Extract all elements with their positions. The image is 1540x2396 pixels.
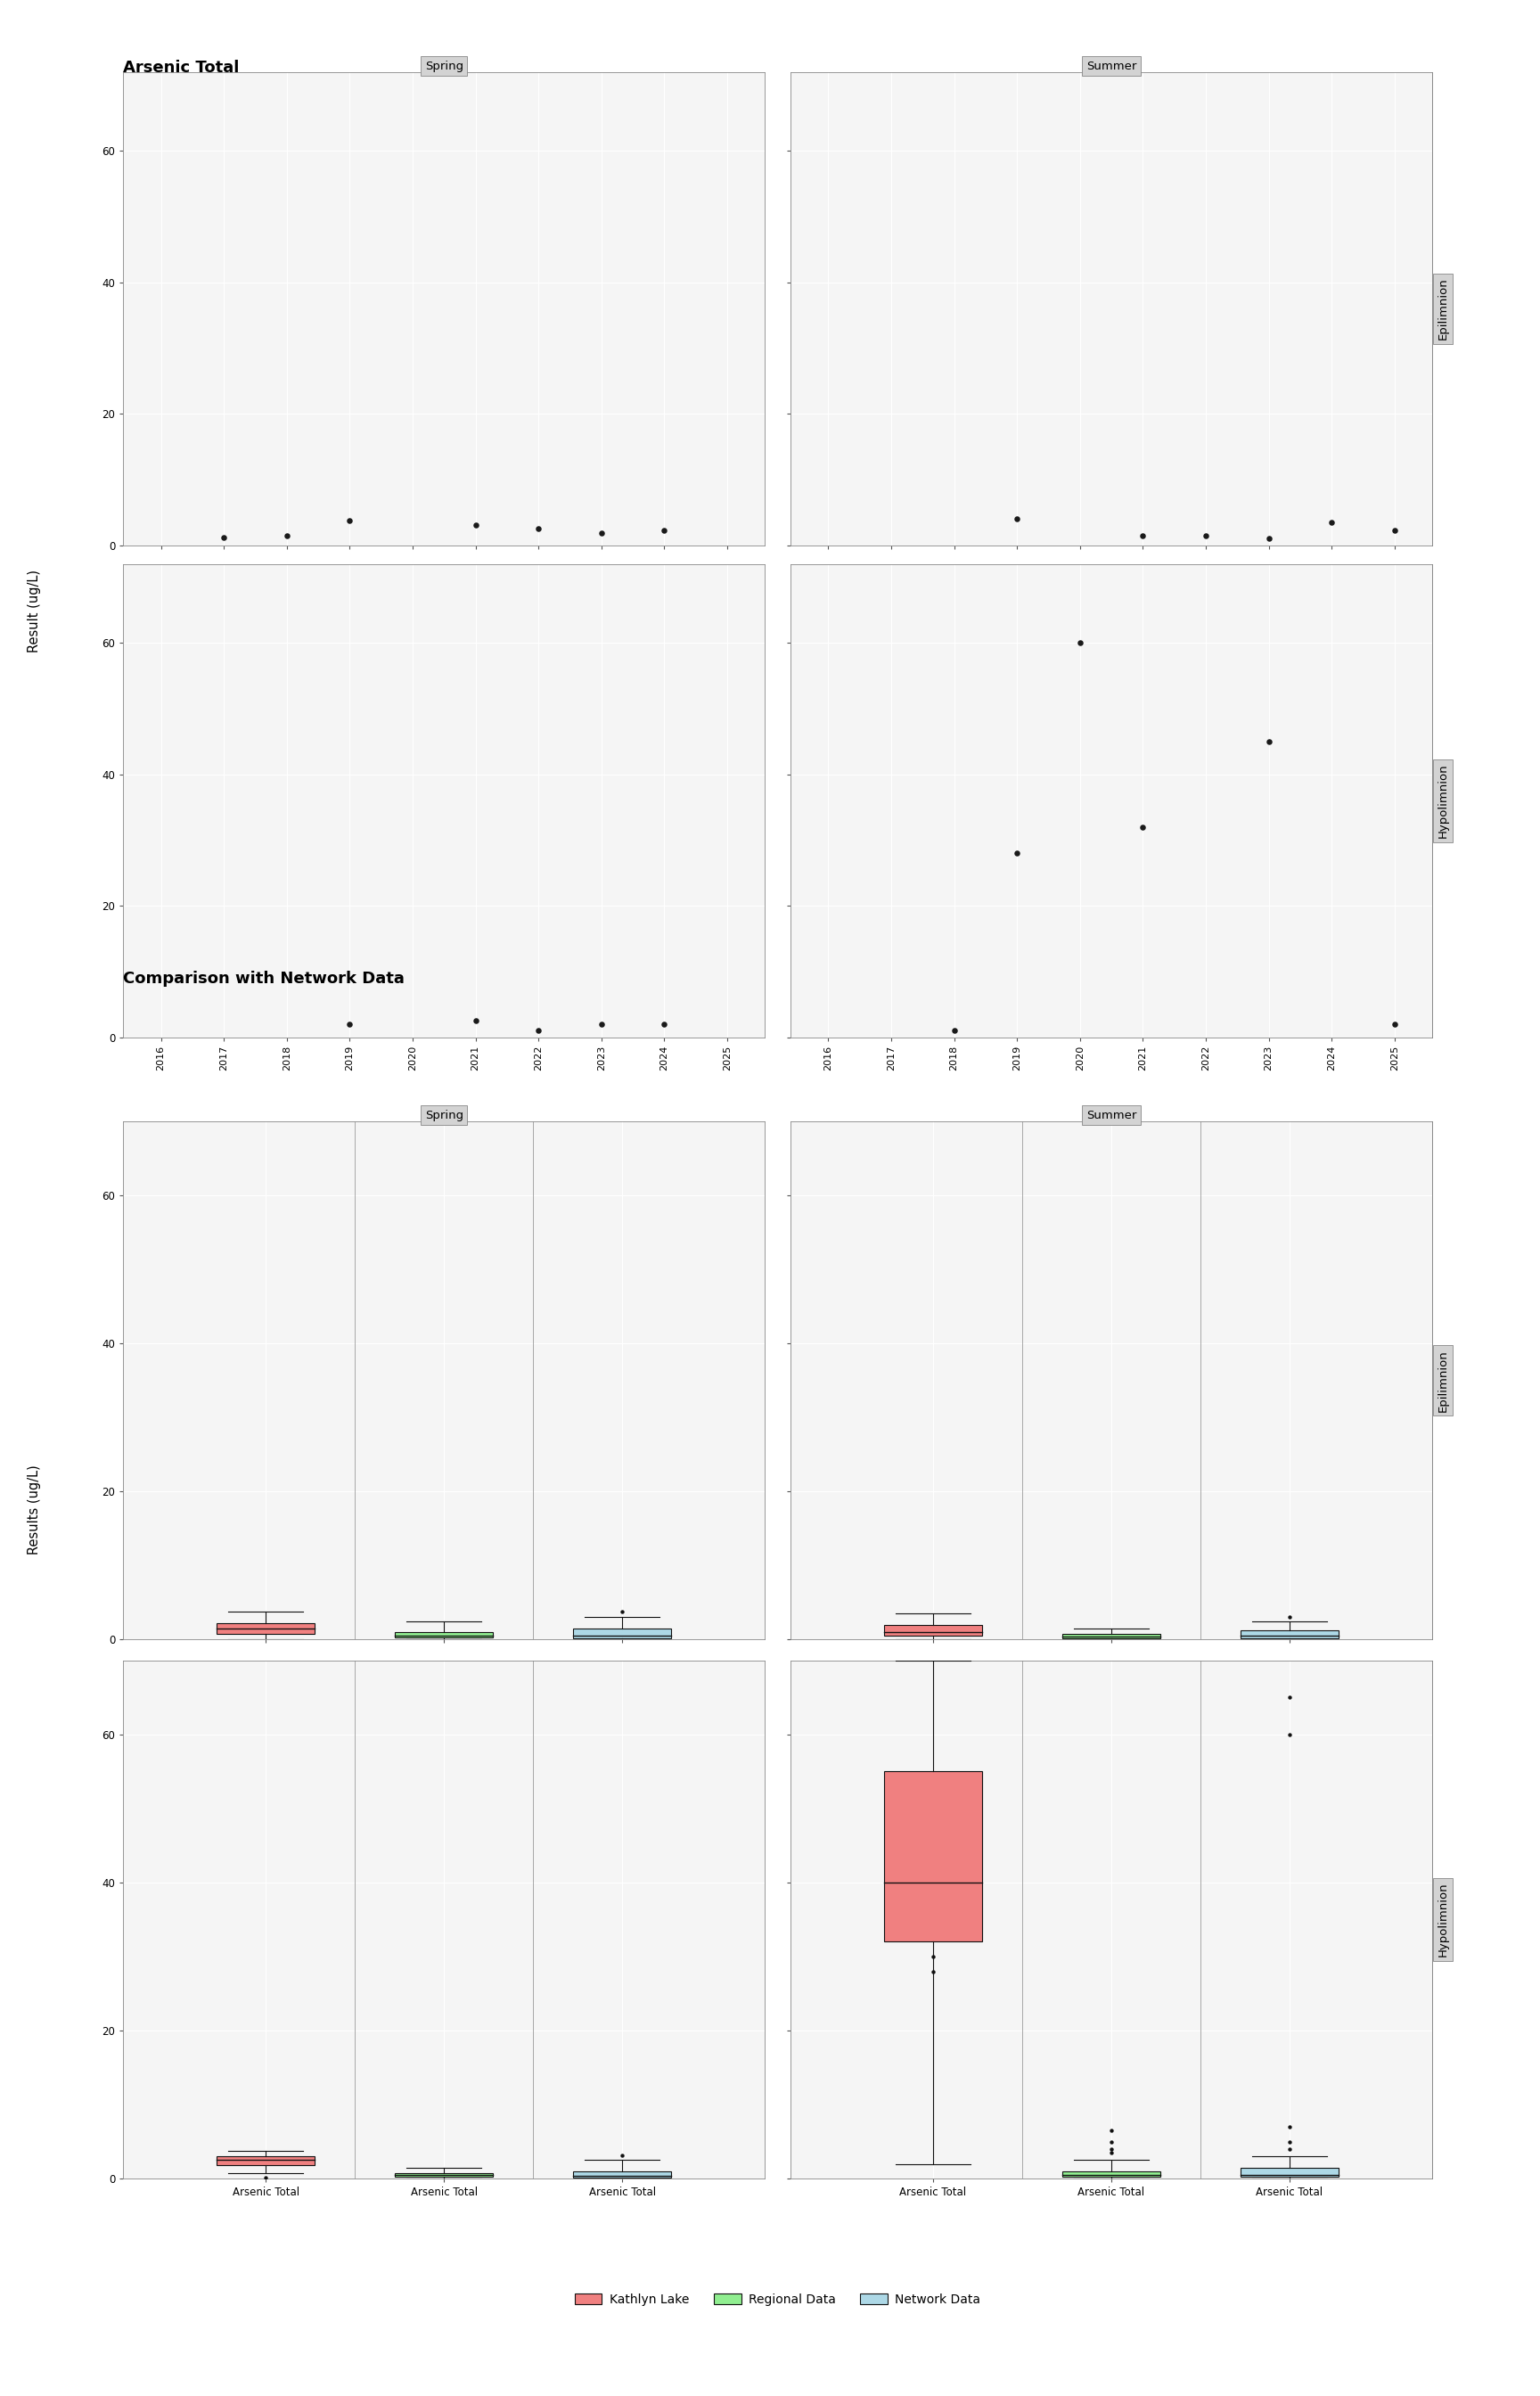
- Point: [337, 1004, 362, 1042]
- Legend: Kathlyn Lake, Regional Data, Network Data: Kathlyn Lake, Regional Data, Network Dat…: [570, 2288, 986, 2310]
- Point: [1004, 501, 1029, 539]
- Text: Result (ug/L): Result (ug/L): [28, 570, 40, 652]
- Bar: [217, 2156, 314, 2166]
- Point: [1100, 2111, 1124, 2149]
- Point: [1194, 515, 1218, 553]
- Point: [1277, 2108, 1301, 2147]
- Point: [1381, 510, 1406, 549]
- Point: [921, 1938, 946, 1977]
- Point: [464, 1002, 488, 1040]
- Point: [1130, 807, 1155, 846]
- Point: [1130, 515, 1155, 553]
- Point: [1257, 724, 1281, 762]
- Point: [527, 1011, 551, 1049]
- Y-axis label: Epilimnion: Epilimnion: [1437, 278, 1449, 340]
- Bar: [573, 1629, 671, 1639]
- Bar: [573, 2171, 671, 2178]
- Title: Spring: Spring: [425, 60, 464, 72]
- Point: [1067, 623, 1092, 661]
- Y-axis label: Hypolimnion: Hypolimnion: [1437, 764, 1449, 839]
- Bar: [1241, 1632, 1338, 1639]
- Point: [1277, 1677, 1301, 1716]
- Point: [337, 501, 362, 539]
- Bar: [1063, 1634, 1160, 1639]
- Point: [1004, 834, 1029, 872]
- Point: [651, 1004, 676, 1042]
- Text: Arsenic Total: Arsenic Total: [123, 60, 239, 77]
- Point: [588, 515, 613, 553]
- Point: [464, 506, 488, 544]
- Point: [1277, 1716, 1301, 1754]
- Bar: [884, 1624, 983, 1636]
- Point: [527, 510, 551, 549]
- Point: [921, 1605, 946, 1644]
- Point: [274, 515, 299, 553]
- Bar: [1241, 2168, 1338, 2176]
- Bar: [396, 2173, 493, 2176]
- Point: [254, 2159, 279, 2197]
- Point: [1100, 2132, 1124, 2171]
- Point: [1100, 2123, 1124, 2161]
- Y-axis label: Hypolimnion: Hypolimnion: [1437, 1883, 1449, 1958]
- Point: [651, 510, 676, 549]
- Point: [1277, 1598, 1301, 1636]
- Bar: [884, 1771, 983, 1941]
- Point: [1277, 2130, 1301, 2168]
- Point: [1320, 503, 1344, 541]
- Title: Summer: Summer: [1086, 1109, 1137, 1121]
- Bar: [217, 1624, 314, 1634]
- Point: [610, 2135, 634, 2173]
- Point: [921, 1953, 946, 1991]
- Y-axis label: Epilimnion: Epilimnion: [1437, 1349, 1449, 1411]
- Point: [610, 1593, 634, 1632]
- Point: [942, 1011, 967, 1049]
- Text: Results (ug/L): Results (ug/L): [28, 1464, 40, 1555]
- Bar: [396, 1632, 493, 1636]
- Point: [1100, 2130, 1124, 2168]
- Title: Spring: Spring: [425, 1109, 464, 1121]
- Point: [1381, 1004, 1406, 1042]
- Title: Summer: Summer: [1086, 60, 1137, 72]
- Bar: [1063, 2171, 1160, 2176]
- Text: Comparison with Network Data: Comparison with Network Data: [123, 970, 405, 987]
- Point: [588, 1004, 613, 1042]
- Point: [1257, 520, 1281, 558]
- Point: [211, 518, 236, 556]
- Point: [1277, 2123, 1301, 2161]
